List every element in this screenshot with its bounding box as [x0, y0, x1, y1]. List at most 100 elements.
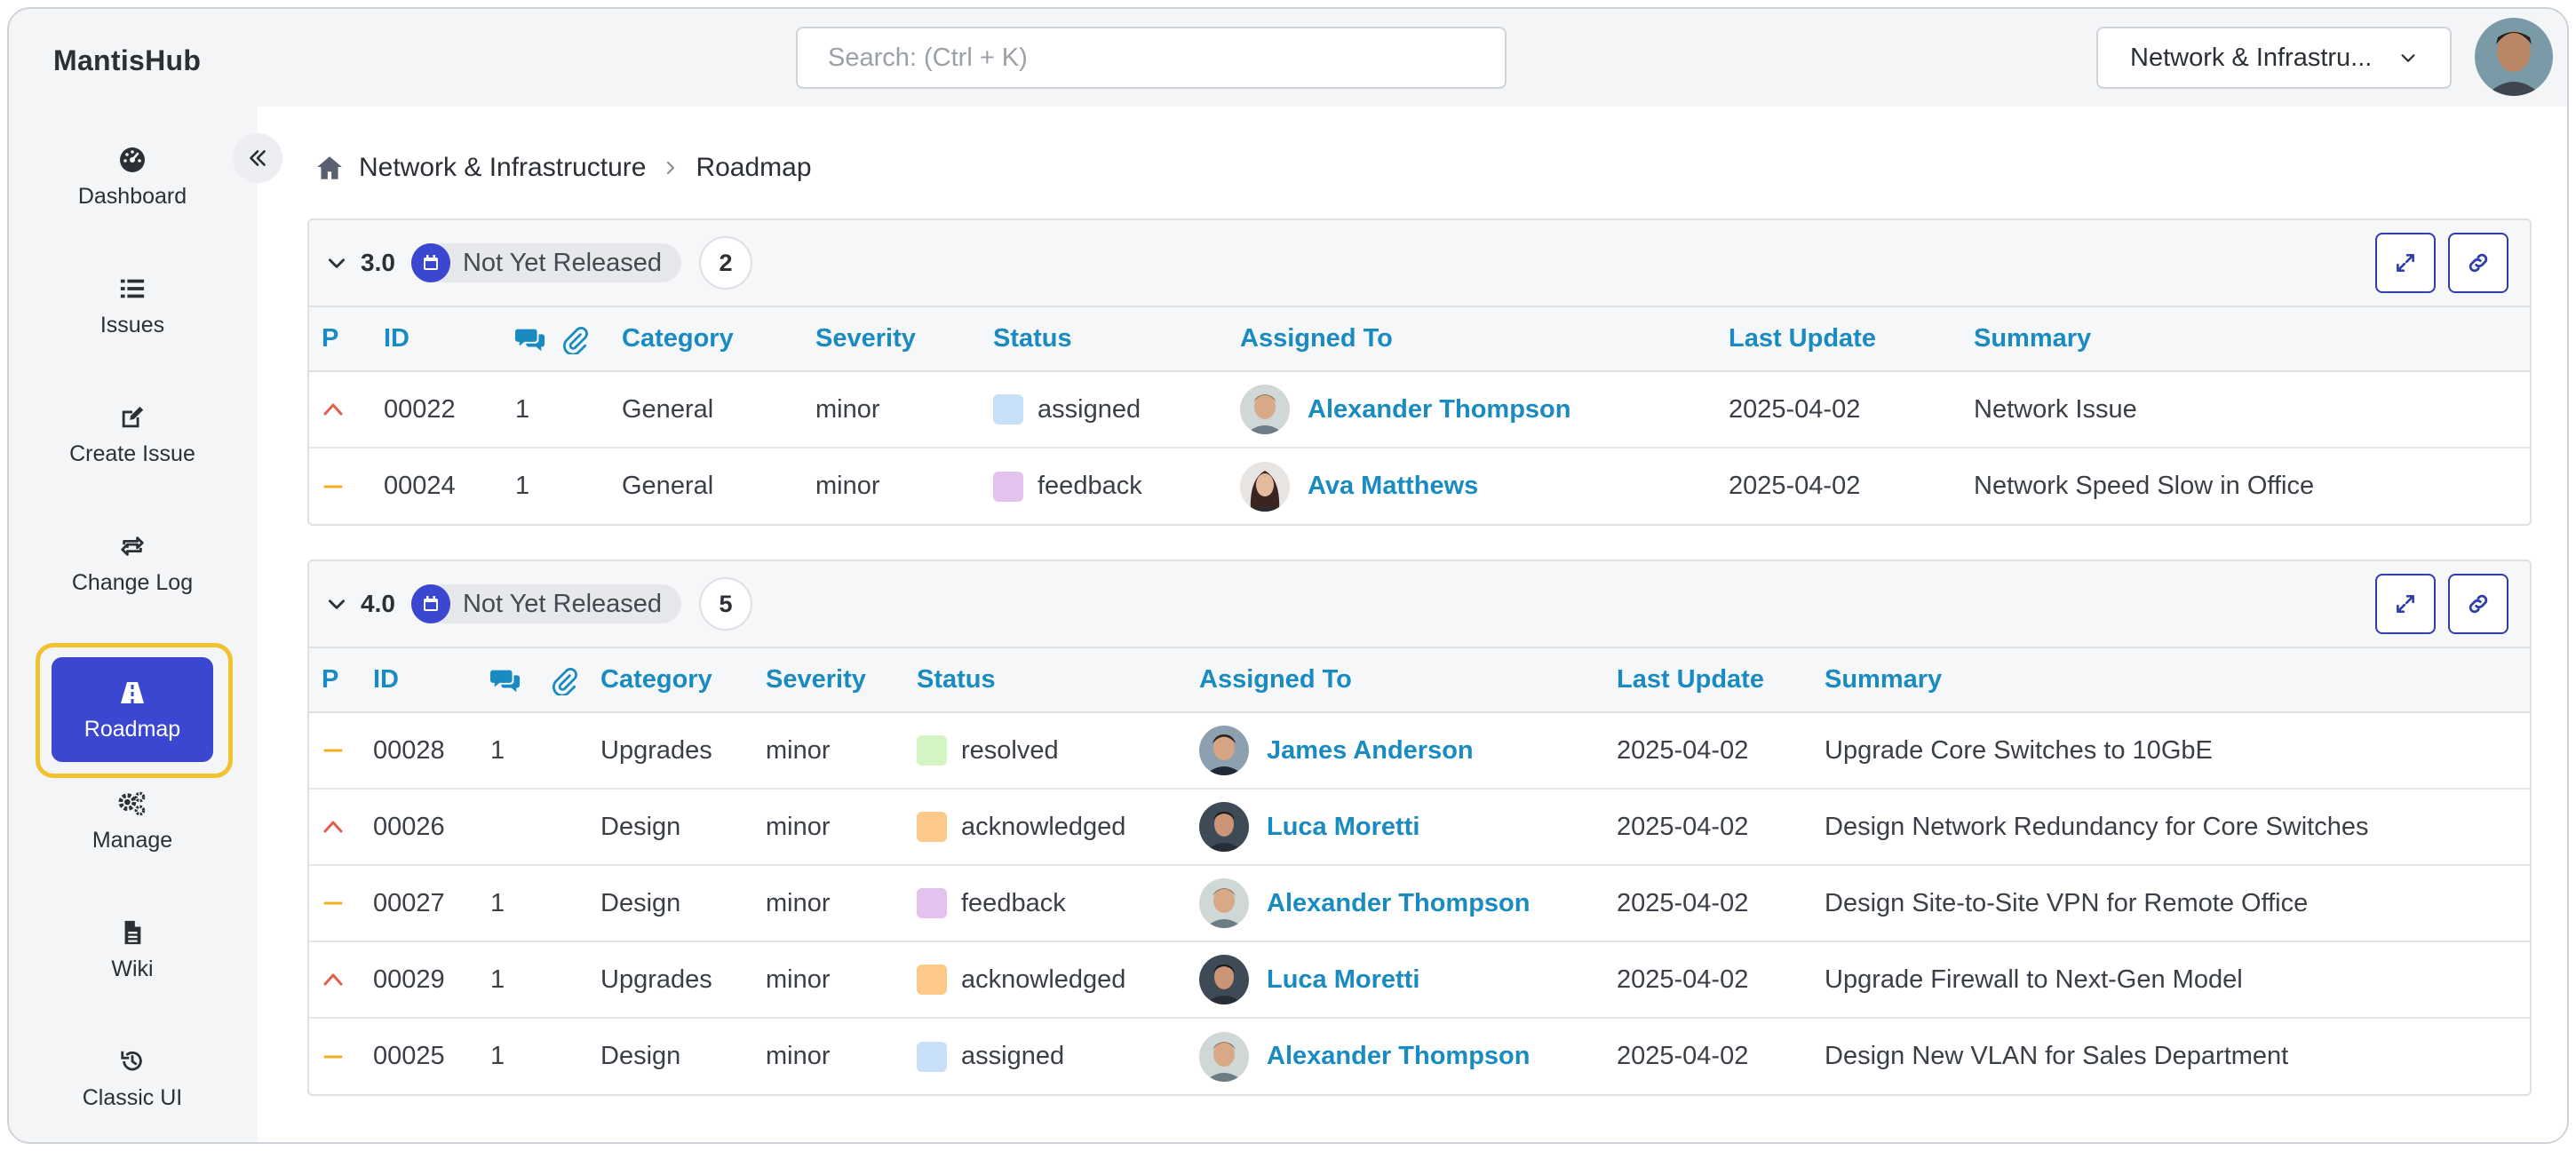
link-icon — [2469, 253, 2488, 273]
assignee-cell: James Anderson — [1199, 726, 1617, 775]
file-icon — [117, 917, 147, 948]
notes-count: 1 — [515, 371, 560, 448]
release-status-text: Not Yet Released — [462, 248, 663, 277]
column-header-summary[interactable]: Summary — [1825, 648, 2530, 713]
release-status-badge: Not Yet Released — [410, 243, 682, 282]
collapse-toggle[interactable] — [322, 248, 352, 278]
assignee-link[interactable]: Alexander Thompson — [1267, 888, 1530, 917]
attachments-cell — [549, 865, 600, 942]
sidebar-item-classic-ui[interactable]: Classic UI — [52, 1026, 213, 1131]
column-header-assigned-to[interactable]: Assigned To — [1199, 648, 1617, 713]
column-header-category[interactable]: Category — [600, 648, 766, 713]
permalink-button[interactable] — [2448, 574, 2508, 634]
permalink-button[interactable] — [2448, 233, 2508, 293]
status-cell: resolved — [917, 735, 1199, 766]
column-header-id[interactable]: ID — [384, 307, 515, 372]
sidebar-item-create-issue[interactable]: Create Issue — [52, 382, 213, 487]
table-row[interactable]: 00029 1 Upgrades minor acknowledged Luca… — [309, 941, 2530, 1019]
column-header-last-update[interactable]: Last Update — [1729, 307, 1974, 372]
assignee-link[interactable]: Alexander Thompson — [1267, 1042, 1530, 1070]
history-icon — [117, 1046, 147, 1076]
issue-id-link[interactable]: 00029 — [373, 964, 445, 994]
column-header-status[interactable]: Status — [917, 648, 1199, 713]
version-panel-4-0: 4.0 Not Yet Released 5 — [307, 560, 2532, 1096]
assignee-link[interactable]: Alexander Thompson — [1308, 394, 1571, 424]
issue-id-link[interactable]: 00027 — [373, 888, 445, 917]
sidebar-item-change-log[interactable]: Change Log — [52, 511, 213, 615]
column-header-category[interactable]: Category — [622, 307, 815, 372]
app-window: MantisHub Network & Infrastru... Dashboa… — [7, 7, 2569, 1144]
version-number[interactable]: 4.0 — [361, 590, 395, 617]
notes-count: 1 — [490, 865, 549, 942]
expand-button[interactable] — [2375, 233, 2436, 293]
attachments-cell — [549, 789, 600, 866]
table-row[interactable]: 00025 1 Design minor assigned Alexander … — [309, 1018, 2530, 1094]
category-cell: Design — [600, 865, 766, 942]
breadcrumb-project-link[interactable]: Network & Infrastructure — [359, 153, 647, 182]
column-header-last-update[interactable]: Last Update — [1617, 648, 1825, 713]
column-header-status[interactable]: Status — [993, 307, 1240, 372]
table-row[interactable]: 00026 Design minor acknowledged Luca Mor… — [309, 789, 2530, 866]
user-avatar[interactable] — [2475, 18, 2553, 96]
column-header-severity[interactable]: Severity — [815, 307, 993, 372]
version-header: 4.0 Not Yet Released 5 — [309, 561, 2530, 648]
issue-id-link[interactable]: 00026 — [373, 812, 445, 841]
sidebar-item-dashboard[interactable]: Dashboard — [52, 124, 213, 229]
column-header-id[interactable]: ID — [373, 648, 490, 713]
sidebar-item-label: Manage — [91, 827, 173, 853]
project-selector[interactable]: Network & Infrastru... — [2096, 27, 2452, 89]
column-header-notes[interactable] — [490, 648, 549, 713]
sidebar-item-issues[interactable]: Issues — [52, 253, 213, 358]
issue-summary-link[interactable]: Design Network Redundancy for Core Switc… — [1825, 812, 2369, 841]
sidebar-item-wiki[interactable]: Wiki — [52, 897, 213, 1002]
collapse-sidebar-button[interactable] — [233, 133, 282, 183]
status-cell: acknowledged — [917, 812, 1199, 842]
double-chevron-left-icon — [250, 150, 266, 166]
issue-summary-link[interactable]: Network Issue — [1974, 394, 2137, 424]
sidebar-item-manage[interactable]: Manage — [52, 768, 213, 873]
column-header-priority[interactable]: P — [309, 307, 384, 372]
column-header-notes[interactable] — [515, 307, 560, 372]
status-color-swatch — [917, 964, 947, 995]
issue-id-link[interactable]: 00024 — [384, 472, 456, 500]
column-header-assigned-to[interactable]: Assigned To — [1240, 307, 1729, 372]
sidebar-item-roadmap[interactable]: Roadmap — [52, 657, 213, 762]
table-row[interactable]: 00028 1 Upgrades minor resolved James An… — [309, 712, 2530, 790]
top-bar: MantisHub Network & Infrastru... — [9, 9, 2567, 107]
column-header-severity[interactable]: Severity — [766, 648, 917, 713]
expand-button[interactable] — [2375, 574, 2436, 634]
issue-summary-link[interactable]: Design New VLAN for Sales Department — [1825, 1042, 2289, 1070]
issue-id-link[interactable]: 00028 — [373, 735, 445, 765]
issue-summary-link[interactable]: Upgrade Core Switches to 10GbE — [1825, 735, 2213, 765]
assignee-link[interactable]: Luca Moretti — [1267, 964, 1420, 994]
assignee-link[interactable]: Luca Moretti — [1267, 812, 1420, 841]
issue-summary-link[interactable]: Network Speed Slow in Office — [1974, 472, 2315, 500]
table-row[interactable]: 00027 1 Design minor feedback Alexander … — [309, 865, 2530, 942]
search-input[interactable] — [796, 27, 1507, 89]
status-color-swatch — [993, 394, 1023, 425]
issue-summary-link[interactable]: Upgrade Firewall to Next-Gen Model — [1825, 964, 2243, 994]
paperclip-icon — [563, 326, 588, 354]
notes-count — [490, 789, 549, 866]
priority-high-icon — [323, 973, 343, 986]
avatar — [1240, 385, 1290, 434]
status-text: assigned — [1038, 394, 1141, 424]
brand-logo[interactable]: MantisHub — [53, 44, 202, 76]
column-header-summary[interactable]: Summary — [1974, 307, 2530, 372]
assignee-link[interactable]: Ava Matthews — [1308, 472, 1479, 500]
table-row[interactable]: 00024 1 General minor feedback Ava Matth… — [309, 448, 2530, 524]
home-icon[interactable] — [314, 153, 345, 183]
assignee-link[interactable]: James Anderson — [1267, 735, 1474, 765]
column-header-priority[interactable]: P — [309, 648, 373, 713]
issue-summary-link[interactable]: Design Site-to-Site VPN for Remote Offic… — [1825, 888, 2309, 917]
column-header-attachments[interactable] — [549, 648, 600, 713]
issue-id-link[interactable]: 00022 — [384, 394, 456, 424]
last-update-cell: 2025-04-02 — [1617, 941, 1825, 1019]
issue-id-link[interactable]: 00025 — [373, 1042, 445, 1070]
table-row[interactable]: 00022 1 General minor assigned Alexander… — [309, 371, 2530, 448]
priority-normal-icon — [323, 749, 343, 752]
version-number[interactable]: 3.0 — [361, 249, 395, 276]
sidebar-item-label: Issues — [99, 312, 165, 337]
column-header-attachments[interactable] — [560, 307, 622, 372]
collapse-toggle[interactable] — [322, 589, 352, 619]
